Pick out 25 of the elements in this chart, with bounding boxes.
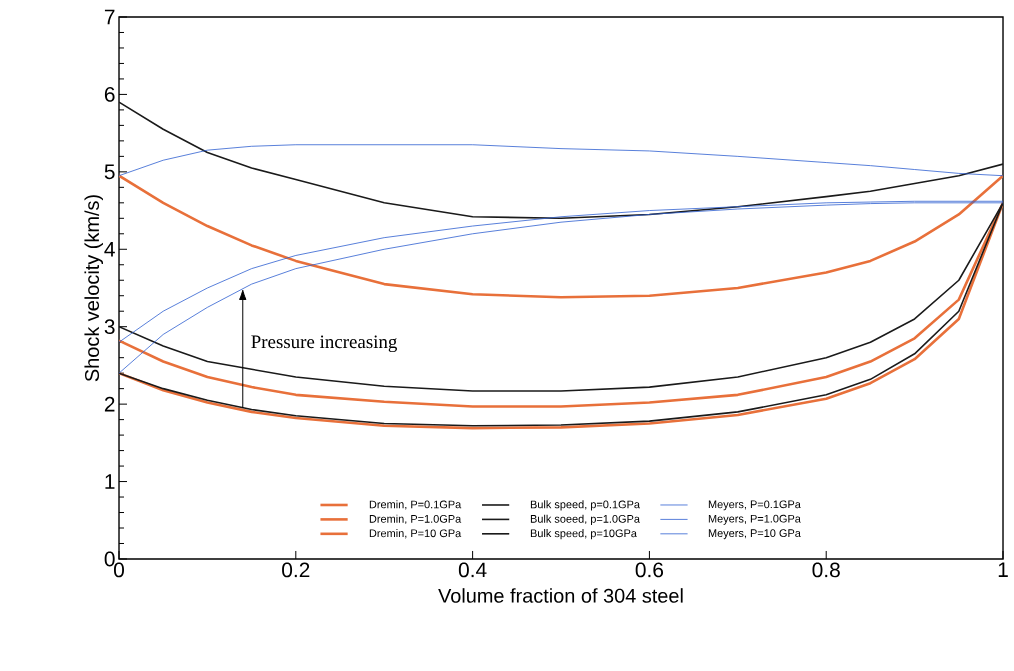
x-tick-label: 0.2: [282, 562, 310, 578]
y-tick-label: 1: [105, 474, 115, 489]
legend-label: Bulk speed, p=0.1GPa: [530, 500, 640, 511]
y-tick-label: 2: [104, 396, 115, 412]
legend-label: Dremin, P=0.1GPa: [369, 500, 462, 510]
y-tick-label: 4: [104, 242, 115, 257]
legend-label: Dremin, P=10 GPa: [369, 529, 462, 539]
y-tick-label: 3: [104, 319, 115, 335]
legend-label: Bulk speed, p=10GPa: [530, 529, 637, 540]
legend-label: Meyers, P=0.1GPa: [708, 500, 801, 511]
y-tick-label: 0: [104, 551, 115, 567]
annotation: Pressure increasing: [251, 335, 397, 353]
x-tick-label: 0.6: [635, 562, 664, 578]
y-tick-label: 6: [104, 87, 115, 102]
legend-label: Meyers, P=10 GPa: [708, 529, 801, 540]
y-tick-label: 5: [104, 164, 115, 180]
x-axis-title: Volume fraction of 304 steel: [438, 588, 683, 603]
x-tick-label: 1: [998, 562, 1008, 577]
y-tick-label: 7: [104, 9, 115, 25]
y-axis-title: Shock velocity (km/s): [84, 195, 104, 382]
legend-label: Meyers, P=1.0GPa: [708, 514, 801, 525]
x-tick-label: 0.4: [458, 562, 487, 578]
legend-label: Bulk soeed, p=1.0GPa: [530, 514, 640, 525]
legend-label: Dremin, P=1.0GPa: [369, 514, 462, 525]
x-tick-label: 0.8: [812, 562, 840, 578]
